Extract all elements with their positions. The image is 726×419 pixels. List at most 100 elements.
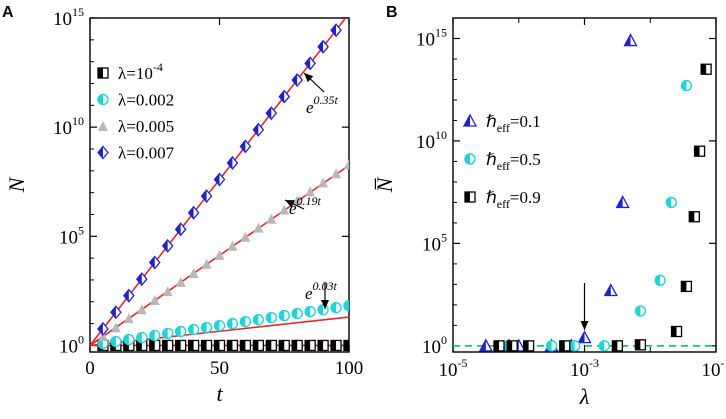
- legend-label: λ=0.002: [118, 91, 174, 110]
- marker-fill: [227, 156, 233, 169]
- marker-fill: [110, 322, 121, 333]
- data-point: [188, 267, 199, 278]
- marker-fill: [305, 57, 311, 70]
- data-point: [239, 315, 252, 328]
- data-point: [213, 339, 226, 352]
- marker-fill: [136, 273, 142, 286]
- legend-marker: [98, 121, 108, 131]
- marker-fill: [701, 64, 707, 75]
- legend-label: ℏeff=0.1: [486, 112, 541, 135]
- marker-fill: [599, 340, 605, 351]
- legend-marker: [97, 93, 109, 106]
- marker-fill: [149, 340, 155, 351]
- marker-fill: [149, 330, 155, 341]
- data-point: [200, 189, 213, 204]
- marker-fill: [318, 304, 324, 315]
- marker-fill: [318, 340, 324, 351]
- data-point: [670, 325, 683, 338]
- data-point: [110, 305, 122, 320]
- marker-fill: [666, 197, 672, 208]
- data-point: [266, 213, 277, 224]
- marker-fill: [655, 275, 661, 286]
- data-point: [187, 339, 200, 352]
- data-point: [634, 339, 647, 351]
- marker-fill: [97, 322, 103, 335]
- legend-label: λ=0.007: [118, 144, 175, 163]
- x-tick-label: 10-1: [702, 356, 726, 381]
- marker-fill: [201, 340, 207, 351]
- panel-a-label: A: [2, 4, 14, 21]
- data-point: [611, 340, 624, 352]
- marker-fill: [253, 340, 259, 351]
- data-point: [213, 172, 226, 187]
- data-point: [317, 303, 329, 316]
- data-point: [226, 317, 239, 330]
- data-point: [291, 339, 303, 352]
- marker-fill: [123, 340, 129, 351]
- marker-fill: [136, 340, 142, 351]
- marker-fill: [479, 339, 486, 351]
- annotation-arrow: [284, 199, 305, 210]
- data-point: [559, 340, 571, 352]
- data-point: [680, 280, 693, 293]
- marker-fill: [465, 154, 470, 164]
- marker-fill: [689, 211, 695, 222]
- marker-fill: [227, 340, 233, 351]
- legend-label: ℏeff=0.9: [486, 188, 541, 211]
- marker-fill: [465, 192, 470, 202]
- data-point: [680, 79, 693, 92]
- marker-fill: [266, 312, 272, 323]
- marker-fill: [635, 339, 641, 350]
- data-point: [331, 168, 342, 179]
- marker-fill: [266, 213, 277, 224]
- marker-fill: [635, 306, 641, 317]
- marker-fill: [331, 24, 337, 37]
- data-point: [278, 89, 291, 104]
- data-point: [136, 331, 148, 344]
- data-point: [148, 255, 161, 270]
- marker-fill: [149, 295, 160, 306]
- data-point: [239, 139, 252, 154]
- data-point: [665, 196, 677, 209]
- x-tick-label: 10-3: [570, 356, 599, 381]
- data-point: [304, 305, 316, 318]
- panel-b-label: B: [386, 4, 398, 21]
- data-point: [343, 339, 349, 352]
- marker-fill: [318, 40, 324, 53]
- marker-fill: [279, 204, 290, 215]
- data-point: [174, 325, 187, 338]
- data-point: [506, 340, 518, 352]
- legend-marker: [464, 191, 476, 203]
- data-point: [226, 155, 239, 170]
- data-point: [227, 240, 238, 251]
- y-axis-label: N̅: [372, 176, 397, 193]
- marker-fill: [188, 324, 194, 335]
- marker-fill: [253, 123, 259, 136]
- data-point: [317, 39, 329, 54]
- data-point: [577, 330, 592, 344]
- y-tick-label: 1015: [416, 25, 447, 50]
- marker-fill: [624, 34, 631, 46]
- arrow-head: [304, 73, 314, 83]
- marker-fill: [578, 331, 585, 343]
- marker-fill: [305, 340, 311, 351]
- data-point: [317, 339, 329, 352]
- arrow-head: [580, 321, 589, 330]
- legend-marker: [97, 145, 109, 160]
- data-point: [278, 309, 290, 322]
- marker-fill: [331, 340, 337, 351]
- data-point: [700, 63, 712, 75]
- data-point: [174, 222, 187, 237]
- panel-b: 100 105 1010 1015 10-5 10-3 10-1 λ N̅ ℏeff=0.1 ℏef…: [372, 17, 726, 409]
- marker-fill: [98, 121, 108, 131]
- marker-fill: [214, 340, 220, 351]
- data-point: [226, 339, 239, 352]
- marker-fill: [240, 316, 246, 327]
- data-point: [239, 339, 252, 352]
- fit-annotation: e0.03t: [305, 279, 338, 303]
- data-point: [279, 204, 290, 215]
- marker-fill: [98, 146, 103, 159]
- y-tick-label: 1010: [416, 128, 447, 153]
- marker-fill: [123, 334, 129, 345]
